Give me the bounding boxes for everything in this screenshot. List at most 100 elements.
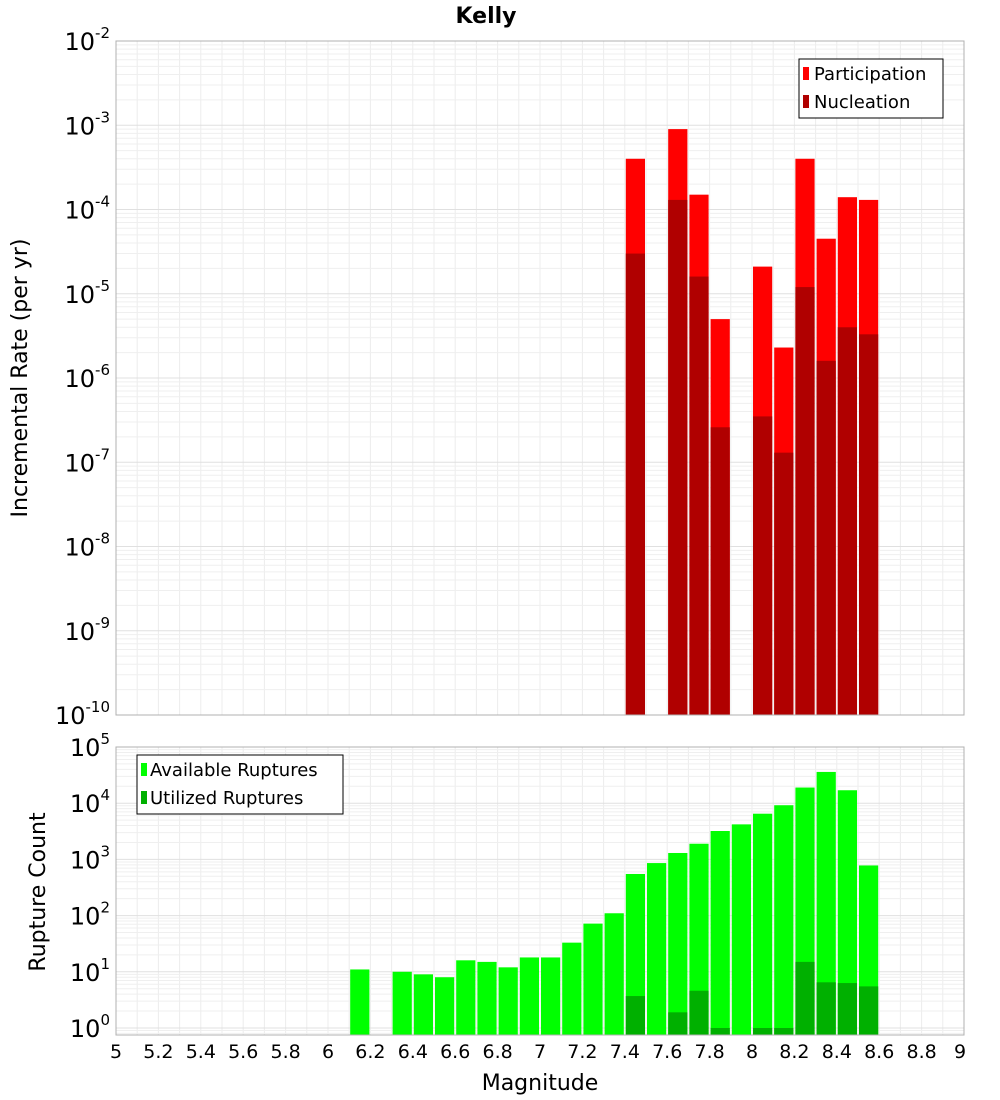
y-tick-label: 10-4 [64, 193, 110, 225]
bar-utilized-ruptures [816, 982, 836, 1035]
bar-nucleation [625, 253, 645, 715]
bar-available-ruptures [604, 913, 624, 1035]
bar-available-ruptures [774, 805, 794, 1035]
legend-label-nucleation: Nucleation [814, 92, 910, 113]
bar-available-ruptures [392, 971, 412, 1035]
legend-swatch-participation [803, 67, 809, 80]
y-tick-label: 10-10 [55, 698, 110, 730]
legend-swatch-utilized [141, 791, 147, 804]
chart-title: Kelly [455, 4, 516, 29]
y-tick-label: 103 [70, 842, 110, 874]
bar-available-ruptures [477, 961, 497, 1035]
x-tick-label: 9 [954, 1041, 966, 1063]
y-tick-label: 10-7 [64, 445, 110, 477]
bar-nucleation [816, 360, 836, 715]
y-tick-label: 10-8 [64, 530, 110, 562]
bar-available-ruptures [435, 977, 455, 1035]
top-plot-border [115, 40, 965, 716]
bar-utilized-ruptures [837, 983, 857, 1035]
x-tick-label: 8.4 [822, 1041, 852, 1063]
bar-utilized-ruptures [625, 996, 645, 1035]
bar-utilized-ruptures [774, 1027, 794, 1035]
legend-label-available: Available Ruptures [150, 760, 318, 781]
y-tick-label: 10-6 [64, 361, 110, 393]
bar-available-ruptures [710, 831, 730, 1035]
bar-available-ruptures [731, 824, 751, 1035]
x-axis-label: Magnitude [482, 1071, 599, 1096]
y-tick-label: 104 [70, 786, 110, 818]
bottom-plot-border [115, 746, 965, 1036]
bar-available-ruptures [668, 852, 688, 1035]
y-tick-label: 102 [70, 899, 110, 931]
y-tick-label: 101 [70, 955, 110, 987]
x-tick-label: 6.4 [398, 1041, 428, 1063]
bar-available-ruptures [541, 957, 561, 1035]
y-tick-label: 100 [70, 1011, 110, 1043]
bottom-legend: Available Ruptures Utilized Ruptures [136, 754, 344, 815]
x-tick-label: 6 [322, 1041, 334, 1063]
bar-available-ruptures [625, 873, 645, 1035]
x-tick-label: 7.8 [694, 1041, 724, 1063]
bottom-legend-box [136, 754, 344, 815]
bar-utilized-ruptures [795, 961, 815, 1035]
x-tick-label: 5 [110, 1041, 122, 1063]
x-tick-label: 8 [746, 1041, 758, 1063]
bar-utilized-ruptures [710, 1027, 730, 1035]
top-legend-box [798, 58, 944, 119]
bar-available-ruptures [837, 790, 857, 1035]
bottom-bars [350, 771, 879, 1035]
bottom-y-axis-label: Rupture Count [26, 812, 51, 972]
x-tick-label: 8.6 [864, 1041, 894, 1063]
bar-available-ruptures [647, 863, 667, 1035]
x-tick-label: 7.6 [652, 1041, 682, 1063]
y-tick-label: 10-9 [64, 614, 110, 646]
y-tick-label: 105 [70, 730, 110, 762]
bar-utilized-ruptures [668, 1012, 688, 1035]
x-tick-label: 8.8 [906, 1041, 936, 1063]
x-tick-label: 5.2 [143, 1041, 173, 1063]
x-tick-label: 7 [534, 1041, 546, 1063]
top-panel: 10-10 10-9 10-8 10-7 10-6 10-5 10-4 10-3 10-2 In… [8, 24, 965, 730]
top-legend: Participation Nucleation [798, 58, 944, 119]
bar-utilized-ruptures [859, 986, 879, 1035]
legend-swatch-nucleation [803, 95, 809, 108]
top-y-ticks: 10-10 10-9 10-8 10-7 10-6 10-5 10-4 10-3 10-2 [55, 24, 110, 730]
bar-nucleation [753, 416, 773, 715]
top-grid [115, 41, 965, 716]
top-y-axis-label: Incremental Rate (per yr) [8, 239, 33, 518]
bar-available-ruptures [350, 969, 370, 1035]
x-tick-label: 6.6 [440, 1041, 470, 1063]
bar-available-ruptures [519, 957, 539, 1035]
x-tick-label: 8.2 [779, 1041, 809, 1063]
bar-nucleation [837, 327, 857, 715]
x-tick-label: 7.2 [567, 1041, 597, 1063]
bar-available-ruptures [816, 771, 836, 1035]
y-tick-label: 10-3 [64, 108, 110, 140]
bar-available-ruptures [583, 923, 603, 1035]
bar-nucleation [859, 334, 879, 715]
bar-nucleation [795, 287, 815, 715]
bottom-x-ticks: 5 5.2 5.4 5.6 5.8 6 6.2 6.4 6.6 6.8 7 7.2 7.4 7.6 7.8 8… [110, 1041, 966, 1063]
y-tick-label: 10-5 [64, 277, 110, 309]
bar-available-ruptures [498, 967, 518, 1035]
y-tick-label: 10-2 [64, 24, 110, 56]
bar-nucleation [774, 452, 794, 715]
bar-available-ruptures [456, 960, 476, 1035]
x-tick-label: 5.8 [270, 1041, 300, 1063]
legend-swatch-available [141, 763, 147, 776]
x-tick-label: 6.2 [355, 1041, 385, 1063]
bar-nucleation [689, 276, 709, 715]
bar-nucleation [710, 427, 730, 715]
legend-label-utilized: Utilized Ruptures [150, 788, 303, 809]
x-tick-label: 5.4 [186, 1041, 216, 1063]
bar-utilized-ruptures [753, 1027, 773, 1035]
x-tick-label: 5.6 [228, 1041, 258, 1063]
x-tick-label: 6.8 [482, 1041, 512, 1063]
bottom-panel: 100 101 102 103 104 105 5 5.2 5.4 5.6 5.8 6 6.2 6.4 6… [26, 730, 966, 1096]
x-tick-label: 7.4 [610, 1041, 640, 1063]
bar-utilized-ruptures [689, 990, 709, 1035]
bar-available-ruptures [689, 843, 709, 1035]
bar-nucleation [668, 199, 688, 715]
bar-available-ruptures [413, 974, 433, 1035]
